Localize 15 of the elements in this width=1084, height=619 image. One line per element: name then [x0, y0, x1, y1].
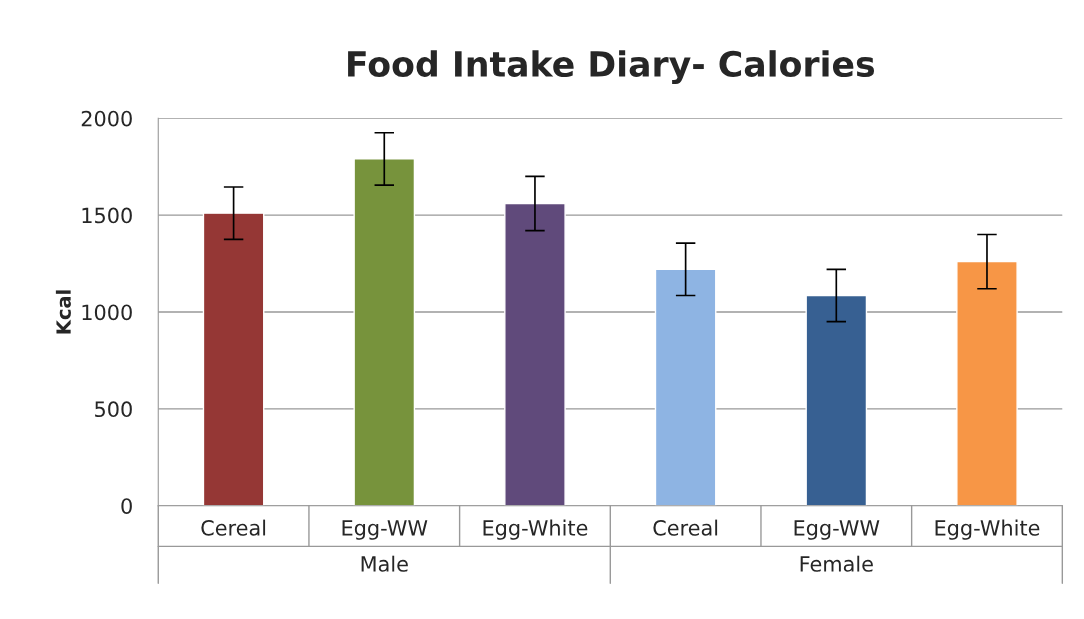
- x-tick-label: Cereal: [653, 519, 718, 536]
- y-tick-label: 1000: [82, 304, 132, 321]
- y-tick-label: 2000: [81, 110, 132, 127]
- y-axis-title: Kcal: [55, 290, 71, 334]
- y-tick-label: 0: [121, 498, 132, 514]
- x-tick-label: Cereal: [201, 519, 266, 536]
- x-tick-label: Egg-WW: [342, 520, 428, 540]
- text: Male: [361, 555, 408, 572]
- y-tick-label: 500: [95, 401, 132, 418]
- x-tick-label: Egg-WW: [794, 520, 880, 540]
- x-tick-label: Egg-White: [935, 519, 1040, 540]
- x-tick-label: Egg-White: [483, 519, 588, 540]
- chart-title: Food Intake Diary- Calories: [348, 50, 875, 85]
- y-tick-label: 1500: [82, 207, 132, 224]
- text: Female: [800, 555, 873, 572]
